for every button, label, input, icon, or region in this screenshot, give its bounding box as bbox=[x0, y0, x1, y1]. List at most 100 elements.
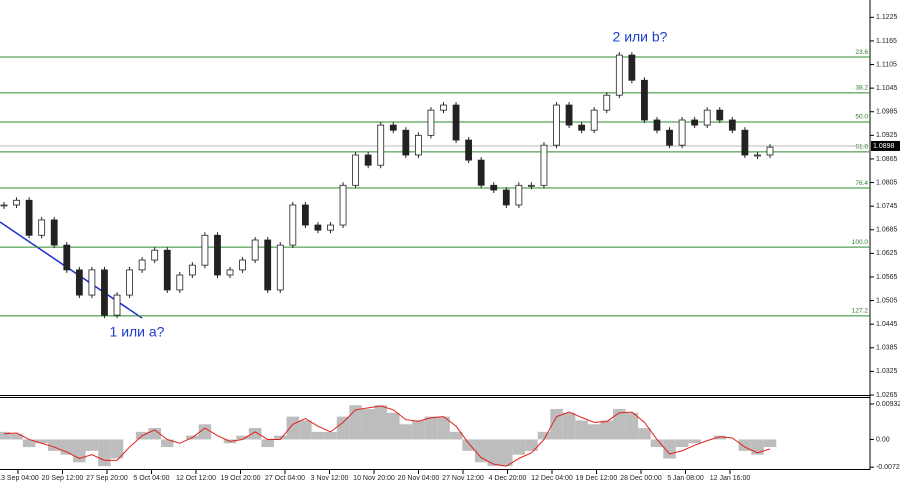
y-tick-label: 1.0685 bbox=[876, 227, 898, 234]
candle-body bbox=[25, 199, 33, 236]
osc-bar bbox=[675, 439, 689, 448]
y-tick-label: 1.0985 bbox=[876, 109, 898, 116]
osc-tick-label: -0.00729 bbox=[876, 464, 900, 471]
candle-body bbox=[628, 54, 636, 81]
osc-bar bbox=[412, 420, 425, 440]
current-price-box bbox=[871, 140, 900, 151]
osc-tick-label: 0.00 bbox=[876, 436, 890, 443]
osc-bar bbox=[399, 424, 413, 440]
y-tick-label: 1.0925 bbox=[876, 132, 898, 139]
x-tick-label: 19 Dec 12:00 bbox=[576, 475, 618, 482]
candle-body bbox=[88, 269, 96, 296]
osc-bar bbox=[512, 439, 526, 455]
osc-bar bbox=[550, 409, 563, 440]
osc-bar bbox=[324, 431, 337, 440]
fib-label: 127.2 bbox=[852, 308, 869, 315]
osc-bar bbox=[500, 439, 513, 467]
x-tick-label: 20 Sep 12:00 bbox=[42, 475, 84, 482]
osc-bar bbox=[236, 435, 249, 440]
osc-bar bbox=[587, 424, 601, 440]
candle-body bbox=[289, 204, 297, 246]
candle-body bbox=[515, 184, 523, 206]
candle-body bbox=[188, 264, 196, 276]
x-tick-label: 12 Dec 04:00 bbox=[531, 475, 573, 482]
osc-bar bbox=[361, 409, 375, 440]
osc-bar bbox=[248, 428, 262, 440]
candle-body bbox=[641, 79, 648, 121]
fib-label: 38.2 bbox=[855, 85, 868, 92]
osc-bar bbox=[763, 439, 777, 448]
osc-signal bbox=[3, 405, 771, 467]
candle-body bbox=[201, 234, 209, 266]
candle-body bbox=[151, 249, 159, 261]
x-tick-label: 13 Sep 04:00 bbox=[0, 475, 39, 482]
candle-body bbox=[691, 119, 699, 126]
osc-bar bbox=[286, 416, 300, 440]
osc-bar bbox=[273, 435, 287, 440]
osc-bar bbox=[437, 416, 450, 440]
candle-body bbox=[63, 244, 71, 271]
y-tick-label: 1.0805 bbox=[876, 179, 898, 186]
candle-body bbox=[50, 219, 58, 246]
osc-bar bbox=[663, 439, 676, 459]
x-tick-label: 27 Oct 04:00 bbox=[265, 475, 305, 482]
osc-bar bbox=[198, 424, 212, 440]
candle-body bbox=[113, 294, 121, 316]
osc-bar bbox=[525, 439, 538, 451]
candle-body bbox=[402, 129, 410, 156]
osc-bar bbox=[98, 439, 111, 467]
osc-bar bbox=[625, 412, 639, 440]
candle-body bbox=[615, 54, 623, 96]
wave-label: 1 или a? bbox=[110, 324, 165, 340]
osc-bar bbox=[374, 405, 387, 440]
candle-body bbox=[440, 104, 447, 111]
candle-body bbox=[176, 274, 184, 291]
candle-body bbox=[38, 219, 46, 236]
candle-body bbox=[716, 109, 724, 121]
fib-label: 50.0 bbox=[855, 114, 868, 121]
candle-body bbox=[502, 189, 510, 206]
osc-bar bbox=[562, 412, 576, 440]
x-tick-label: 3 Nov 12:00 bbox=[311, 475, 349, 482]
y-tick-label: 1.0505 bbox=[876, 297, 898, 304]
y-tick-label: 1.1165 bbox=[876, 38, 897, 45]
osc-bar bbox=[537, 431, 551, 440]
candle-body bbox=[0, 204, 8, 207]
candle-body bbox=[264, 239, 272, 291]
fib-label: 61.8 bbox=[855, 144, 868, 151]
candle-body bbox=[276, 244, 284, 291]
osc-bar bbox=[738, 439, 752, 451]
osc-bar bbox=[35, 439, 48, 444]
candle-body bbox=[653, 119, 661, 131]
x-tick-label: 10 Nov 20:00 bbox=[353, 475, 395, 482]
osc-bar bbox=[299, 420, 312, 440]
candle-body bbox=[13, 199, 20, 206]
osc-bar bbox=[638, 428, 651, 440]
candle-body bbox=[728, 119, 736, 131]
osc-bar bbox=[22, 439, 36, 448]
candle-body bbox=[590, 109, 598, 131]
osc-bar bbox=[487, 439, 501, 467]
candle-body bbox=[138, 259, 146, 271]
current-price-label: 1.0898 bbox=[873, 143, 895, 150]
osc-bar bbox=[148, 428, 161, 440]
fib-label: 76.4 bbox=[855, 180, 868, 187]
candle-body bbox=[364, 154, 372, 166]
x-tick-label: 20 Nov 04:00 bbox=[398, 475, 440, 482]
y-tick-label: 1.0265 bbox=[876, 392, 898, 399]
fib-label: 23.6 bbox=[855, 49, 868, 56]
candle-body bbox=[214, 234, 221, 276]
y-tick-label: 1.0325 bbox=[876, 368, 898, 375]
y-tick-label: 1.0445 bbox=[876, 321, 898, 328]
candle-body bbox=[377, 124, 385, 166]
candle-body bbox=[477, 159, 485, 186]
candle-body bbox=[239, 259, 246, 271]
candle-body bbox=[427, 109, 435, 136]
candle-body bbox=[565, 104, 573, 126]
x-tick-label: 5 Jan 08:00 bbox=[667, 475, 704, 482]
osc-bar bbox=[311, 431, 325, 440]
candle-body bbox=[126, 269, 133, 296]
osc-bar bbox=[10, 433, 23, 440]
